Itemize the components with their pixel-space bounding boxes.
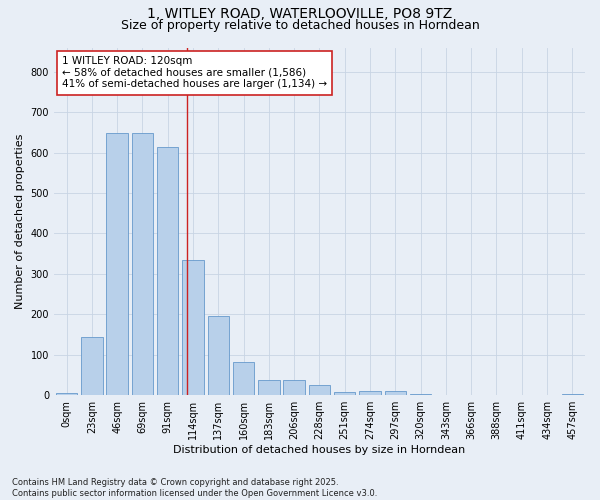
Bar bbox=[81, 336, 103, 395]
Bar bbox=[283, 380, 305, 395]
X-axis label: Distribution of detached houses by size in Horndean: Distribution of detached houses by size … bbox=[173, 445, 466, 455]
Bar bbox=[208, 316, 229, 395]
Bar bbox=[106, 133, 128, 395]
Bar bbox=[258, 380, 280, 395]
Bar bbox=[182, 260, 204, 395]
Bar bbox=[562, 394, 583, 395]
Bar bbox=[334, 392, 355, 395]
Bar bbox=[359, 391, 381, 395]
Bar bbox=[410, 394, 431, 395]
Bar bbox=[157, 146, 178, 395]
Text: 1, WITLEY ROAD, WATERLOOVILLE, PO8 9TZ: 1, WITLEY ROAD, WATERLOOVILLE, PO8 9TZ bbox=[148, 8, 452, 22]
Text: 1 WITLEY ROAD: 120sqm
← 58% of detached houses are smaller (1,586)
41% of semi-d: 1 WITLEY ROAD: 120sqm ← 58% of detached … bbox=[62, 56, 327, 90]
Y-axis label: Number of detached properties: Number of detached properties bbox=[15, 134, 25, 309]
Bar bbox=[385, 391, 406, 395]
Text: Contains HM Land Registry data © Crown copyright and database right 2025.
Contai: Contains HM Land Registry data © Crown c… bbox=[12, 478, 377, 498]
Text: Size of property relative to detached houses in Horndean: Size of property relative to detached ho… bbox=[121, 19, 479, 32]
Bar bbox=[56, 393, 77, 395]
Bar bbox=[309, 385, 330, 395]
Bar bbox=[233, 362, 254, 395]
Bar bbox=[131, 133, 153, 395]
